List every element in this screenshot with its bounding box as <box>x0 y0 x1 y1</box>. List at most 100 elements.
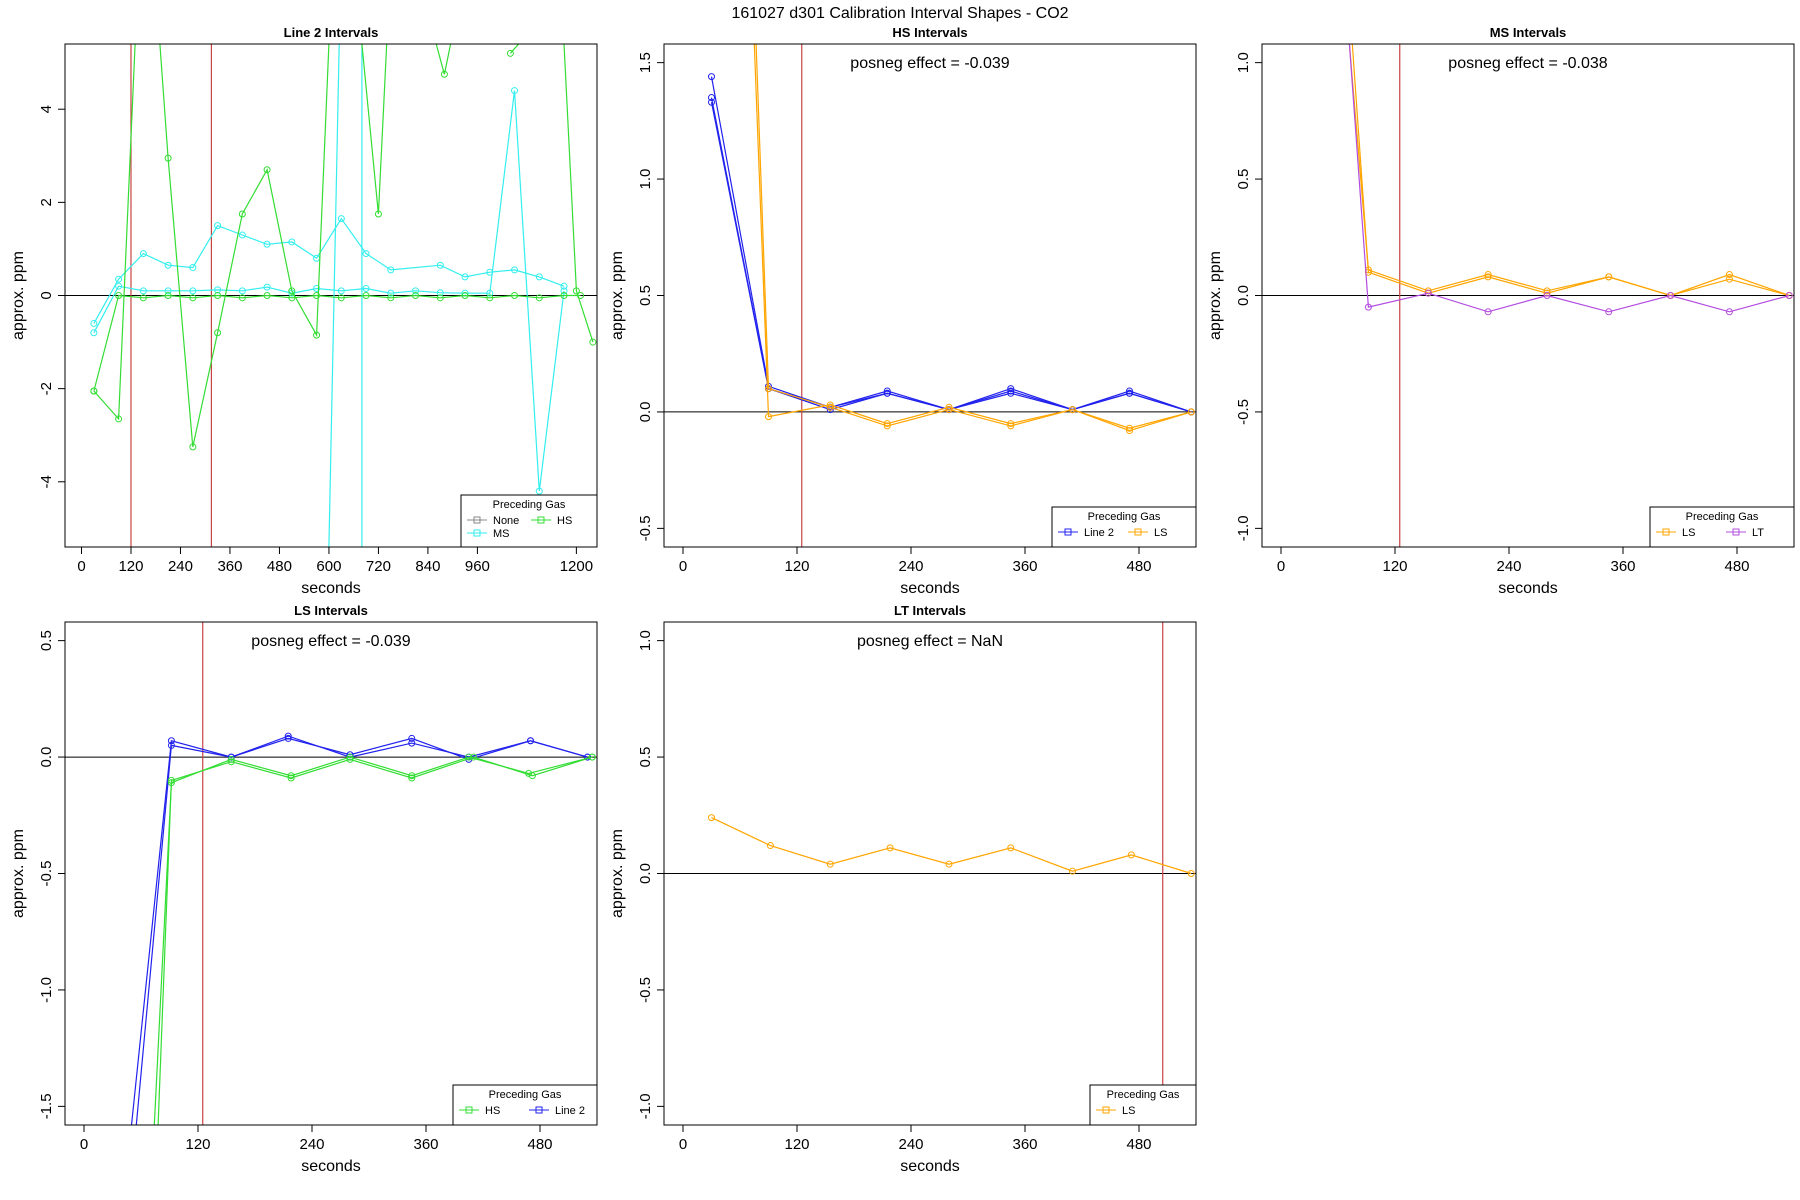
series-line-ms <box>328 44 340 547</box>
x-tick-label: 360 <box>1012 1136 1037 1153</box>
plot-frame <box>663 43 1197 548</box>
x-tick-label: 360 <box>1012 558 1037 575</box>
data-point <box>263 292 271 299</box>
data-point <box>115 282 123 290</box>
panel-title: LS Intervals <box>294 603 368 618</box>
data-point <box>139 250 147 258</box>
data-point <box>1007 387 1015 395</box>
posneg-annotation: posneg effect = -0.039 <box>251 633 410 650</box>
x-tick-label: 240 <box>898 558 923 575</box>
data-point <box>883 389 891 397</box>
data-point <box>1007 385 1015 393</box>
data-point <box>1007 844 1015 852</box>
y-tick-label: 0.0 <box>1235 285 1252 306</box>
y-tick-label: 1.0 <box>1235 52 1252 73</box>
series-line-ls <box>755 44 1192 432</box>
y-tick-label: 0.0 <box>637 863 654 884</box>
data-point <box>883 420 891 428</box>
y-axis-label: approx. ppm <box>609 251 626 340</box>
data-point <box>288 294 296 302</box>
data-point <box>263 240 271 248</box>
y-tick-label: -1.0 <box>1235 515 1252 541</box>
data-point <box>535 487 543 495</box>
series-line-hs <box>93 294 581 392</box>
data-point <box>346 751 354 759</box>
data-point <box>284 734 292 742</box>
data-point <box>408 734 416 742</box>
y-tick-label: -0.5 <box>1235 399 1252 425</box>
series-line-ms <box>93 217 565 324</box>
data-point <box>227 758 235 766</box>
legend-swatch-marker <box>1064 528 1072 536</box>
y-tick-label: 0.5 <box>1235 169 1252 190</box>
y-tick-label: 4 <box>38 105 55 113</box>
x-axis-label: seconds <box>301 1158 361 1175</box>
x-tick-label: 960 <box>465 558 490 575</box>
data-point <box>115 415 123 423</box>
legend-box <box>1649 506 1795 548</box>
data-point <box>408 774 416 782</box>
data-point <box>346 755 354 763</box>
x-tick-label: 360 <box>1610 558 1635 575</box>
data-point <box>362 250 370 258</box>
data-point <box>1424 287 1432 295</box>
legend-box <box>1089 1084 1197 1126</box>
legend-entry-label: LS <box>1682 527 1695 539</box>
x-tick-label: 0 <box>679 558 687 575</box>
legend-entry-label: HS <box>485 1105 500 1117</box>
data-point <box>1424 289 1432 297</box>
x-tick-label: 0 <box>1277 558 1285 575</box>
data-point <box>436 294 444 302</box>
data-point <box>535 273 543 281</box>
x-tick-label: 120 <box>784 558 809 575</box>
series-line-line2 <box>130 737 588 1125</box>
series-line-hs <box>435 44 452 75</box>
x-tick-label: 480 <box>267 558 292 575</box>
figure-suptitle: 161027 d301 Calibration Interval Shapes … <box>731 5 1068 22</box>
data-point <box>765 413 772 421</box>
data-point <box>164 154 172 162</box>
data-point <box>214 329 222 337</box>
legend-box <box>1051 506 1197 548</box>
data-point <box>826 401 834 409</box>
data-point <box>765 385 772 393</box>
x-tick-label: 840 <box>415 558 440 575</box>
data-point <box>412 292 420 299</box>
legend-swatch-marker <box>1732 528 1740 536</box>
posneg-annotation: posneg effect = -0.039 <box>850 55 1009 72</box>
data-point <box>238 231 246 239</box>
x-tick-label: 480 <box>527 1136 552 1153</box>
data-point <box>164 292 172 299</box>
data-point <box>945 406 953 414</box>
y-tick-label: 1.0 <box>637 169 654 190</box>
data-point <box>288 287 296 295</box>
data-point <box>408 739 416 747</box>
data-point <box>535 294 543 302</box>
data-point <box>1364 303 1372 311</box>
data-point <box>167 741 175 749</box>
data-point <box>1484 308 1492 316</box>
panel-title: HS Intervals <box>892 25 967 40</box>
data-point <box>164 287 172 295</box>
data-point <box>167 776 175 784</box>
data-point <box>387 266 395 274</box>
x-tick-label: 600 <box>316 558 341 575</box>
data-point <box>287 772 295 780</box>
data-point <box>412 287 420 295</box>
data-point <box>337 215 345 223</box>
data-point <box>589 338 597 346</box>
data-point <box>1187 870 1195 877</box>
data-point <box>189 294 197 302</box>
series-line-line2 <box>135 735 588 1125</box>
data-point <box>337 287 345 295</box>
data-point <box>470 753 477 761</box>
data-point <box>238 294 246 302</box>
data-point <box>1543 287 1551 295</box>
data-point <box>284 732 292 740</box>
data-point <box>90 387 98 395</box>
y-axis-label: approx. ppm <box>609 829 626 918</box>
series-line-hs <box>157 756 593 1125</box>
x-tick-label: 120 <box>185 1136 210 1153</box>
data-point <box>436 289 444 297</box>
